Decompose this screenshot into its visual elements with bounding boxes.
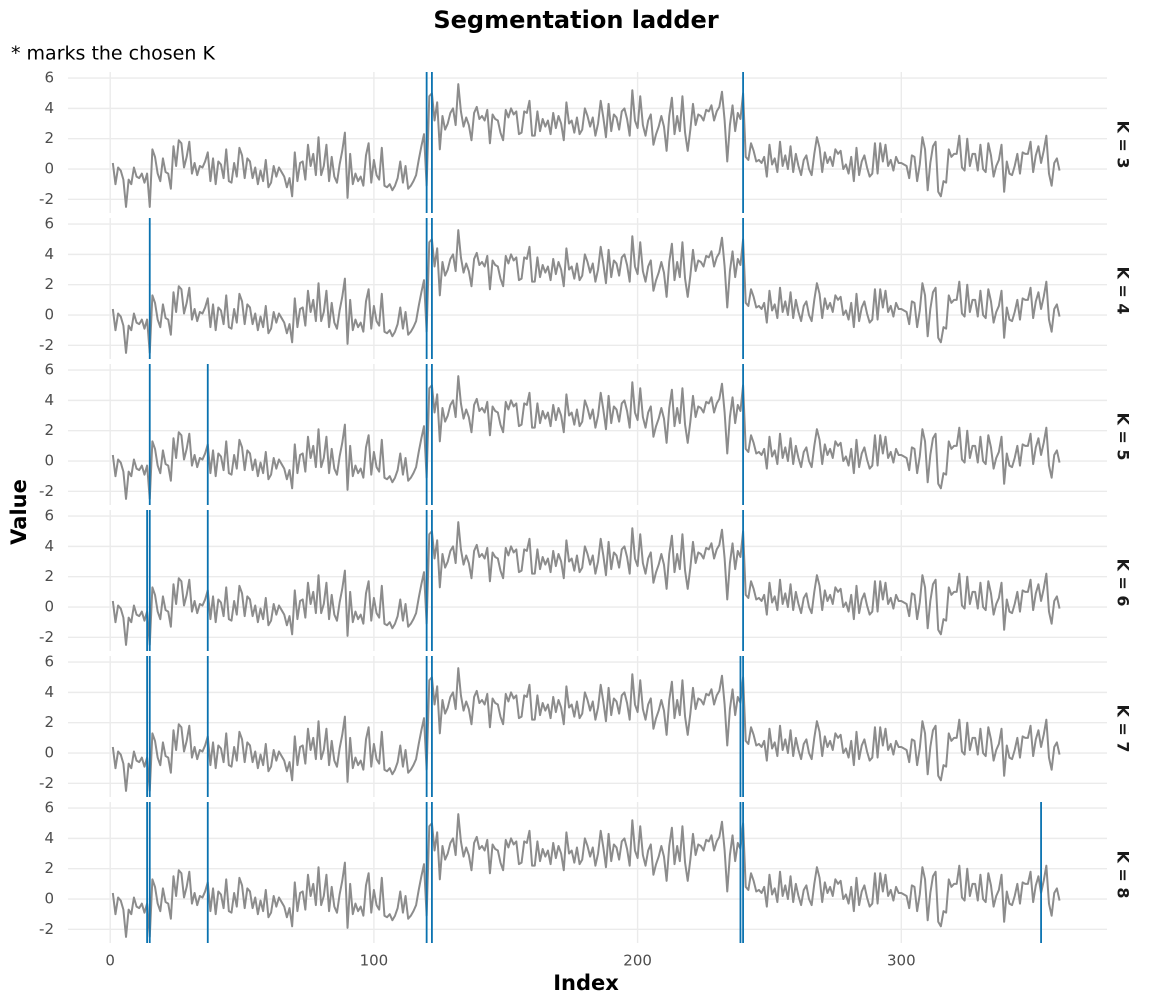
y-tick-label: 2 (44, 421, 54, 439)
y-tick-label: 0 (44, 160, 54, 178)
series-line (111, 229, 1061, 354)
facet-label: K = 5 (1114, 412, 1133, 460)
y-tick-label: 4 (44, 829, 54, 847)
series-line (111, 667, 1061, 792)
y-tick-label: 4 (44, 99, 54, 117)
x-tick-label: 100 (360, 952, 389, 970)
y-tick-label: 6 (44, 653, 54, 671)
facet-label: K = 3 (1114, 120, 1133, 168)
y-tick-label: 0 (44, 890, 54, 908)
y-tick-label: -2 (39, 920, 54, 938)
y-tick-label: 0 (44, 306, 54, 324)
series-line (111, 521, 1061, 646)
y-tick-label: -2 (39, 628, 54, 646)
y-tick-label: 2 (44, 275, 54, 293)
y-tick-label: -2 (39, 482, 54, 500)
y-tick-label: -2 (39, 190, 54, 208)
y-tick-label: 2 (44, 713, 54, 731)
y-tick-label: 6 (44, 799, 54, 817)
facet-label: K = 7 (1114, 704, 1133, 752)
series-line (111, 83, 1061, 208)
series-line (111, 813, 1061, 938)
x-tick-label: 300 (887, 952, 916, 970)
x-tick-label: 0 (105, 952, 115, 970)
y-tick-label: 0 (44, 598, 54, 616)
y-tick-label: 4 (44, 391, 54, 409)
chart-subtitle: * marks the chosen K (11, 43, 215, 65)
x-axis-title: Index (553, 971, 619, 995)
y-axis-title: Value (7, 479, 31, 545)
y-tick-label: -2 (39, 774, 54, 792)
y-tick-label: 2 (44, 129, 54, 147)
y-tick-label: 4 (44, 537, 54, 555)
y-tick-label: 6 (44, 361, 54, 379)
chart-title: Segmentation ladder (433, 6, 718, 34)
y-tick-label: 0 (44, 744, 54, 762)
y-tick-label: 4 (44, 683, 54, 701)
facet-label: K = 4 (1114, 266, 1133, 314)
y-tick-label: 0 (44, 452, 54, 470)
y-tick-label: 4 (44, 245, 54, 263)
y-tick-label: 6 (44, 215, 54, 233)
facet-label: K = 8 (1114, 850, 1133, 898)
facet-label: K = 6 (1114, 558, 1133, 606)
y-tick-label: -2 (39, 336, 54, 354)
y-tick-label: 2 (44, 859, 54, 877)
y-tick-label: 6 (44, 69, 54, 87)
y-tick-label: 6 (44, 507, 54, 525)
series-line (111, 375, 1061, 500)
y-tick-label: 2 (44, 567, 54, 585)
x-tick-label: 200 (623, 952, 652, 970)
